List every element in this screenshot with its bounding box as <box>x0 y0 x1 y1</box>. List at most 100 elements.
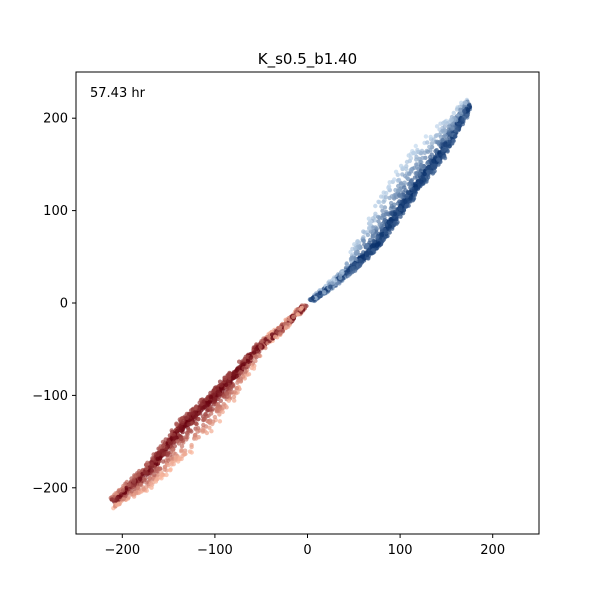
blue-scatter-point <box>389 194 395 199</box>
blue-scatter-point <box>442 128 447 133</box>
blue-scatter-point <box>398 214 403 219</box>
red-scatter-point <box>203 412 208 417</box>
red-scatter-point <box>162 464 168 470</box>
red-scatter-point <box>172 435 177 440</box>
x-tick-label: −100 <box>197 543 233 558</box>
blue-scatter-point <box>387 224 392 229</box>
red-scatter-point <box>155 476 160 482</box>
red-scatter-point <box>135 485 140 490</box>
red-scatter-point <box>192 432 198 438</box>
blue-scatter-point <box>397 193 402 198</box>
blue-scatter-point <box>384 190 389 196</box>
red-scatter-point <box>155 469 160 474</box>
red-scatter-point <box>212 397 218 402</box>
blue-scatter-point <box>361 238 366 243</box>
blue-scatter-point <box>387 180 392 185</box>
blue-scatter-point <box>357 258 363 263</box>
blue-scatter-point <box>443 133 448 139</box>
red-scatter-point <box>243 354 248 359</box>
blue-scatter-point <box>379 204 384 209</box>
red-scatter-point <box>144 462 149 467</box>
red-scatter-point <box>120 488 126 493</box>
red-scatter-point <box>253 358 258 364</box>
blue-scatter-point <box>427 144 432 150</box>
blue-scatter-point <box>441 147 446 153</box>
blue-scatter-point <box>322 290 327 295</box>
blue-scatter-point <box>392 211 397 217</box>
blue-scatter-point <box>397 205 403 210</box>
red-scatter-point <box>161 459 166 464</box>
chart-title: K_s0.5_b1.40 <box>258 50 357 69</box>
red-scatter-point <box>113 491 118 496</box>
red-scatter-point <box>208 394 213 399</box>
red-scatter-point <box>237 359 242 364</box>
red-scatter-point <box>124 485 129 491</box>
blue-scatter-point <box>395 188 401 193</box>
blue-scatter-point <box>389 211 394 216</box>
blue-scatter-point <box>433 163 438 168</box>
blue-scatter-point <box>338 272 344 277</box>
blue-scatter-point <box>412 165 417 171</box>
blue-scatter-point <box>438 153 443 158</box>
blue-scatter-point <box>443 142 448 148</box>
red-scatter-point <box>148 481 154 486</box>
red-scatter-point <box>196 416 201 422</box>
blue-scatter-point <box>380 208 385 213</box>
red-scatter-point <box>149 485 154 490</box>
blue-scatter-point <box>376 219 381 224</box>
red-scatter-point <box>175 439 180 444</box>
red-scatter-point <box>166 462 171 468</box>
blue-scatter-point <box>434 124 440 129</box>
blue-scatter-point <box>435 140 441 145</box>
red-scatter-point <box>266 335 271 340</box>
red-scatter-point <box>204 396 209 402</box>
red-scatter-point <box>143 470 148 475</box>
red-scatter-point <box>138 476 143 482</box>
red-scatter-point <box>134 491 139 496</box>
blue-scatter-point <box>344 261 349 266</box>
red-scatter-point <box>110 497 116 502</box>
red-scatter-point <box>207 420 212 425</box>
blue-scatter-point <box>409 177 414 183</box>
blue-scatter-point <box>429 141 435 146</box>
blue-scatter-point <box>438 134 443 139</box>
blue-scatter-point <box>404 159 410 165</box>
blue-scatter-point <box>412 192 418 198</box>
blue-scatter-point <box>404 204 409 209</box>
red-scatter-point <box>160 444 166 449</box>
red-scatter-point <box>218 398 223 403</box>
red-scatter-point <box>248 355 253 360</box>
blue-scatter-point <box>310 295 315 301</box>
red-scatter-point <box>175 428 180 434</box>
red-scatter-point <box>178 436 184 442</box>
blue-scatter-point <box>370 225 376 230</box>
blue-scatter-point <box>373 211 378 216</box>
blue-scatter-point <box>387 230 392 235</box>
blue-scatter-point <box>361 229 366 234</box>
blue-scatter-point <box>365 252 370 257</box>
blue-scatter-point <box>374 235 379 240</box>
blue-scatter-point <box>457 123 462 128</box>
blue-scatter-point <box>459 100 464 106</box>
red-scatter-point <box>214 409 220 414</box>
red-scatter-point <box>158 466 163 471</box>
red-scatter-point <box>132 473 137 478</box>
blue-scatter-point <box>408 167 413 173</box>
points-layer <box>108 97 473 511</box>
blue-scatter-point <box>352 242 357 247</box>
red-scatter-point <box>211 388 216 393</box>
blue-scatter-point <box>361 235 366 240</box>
red-scatter-point <box>168 468 173 473</box>
blue-scatter-point <box>414 157 419 162</box>
blue-scatter-point <box>384 211 389 216</box>
blue-scatter-point <box>411 196 417 201</box>
red-scatter-point <box>177 456 182 462</box>
blue-scatter-point <box>396 177 402 183</box>
blue-scatter-point <box>328 284 333 289</box>
red-scatter-point <box>138 482 144 487</box>
blue-scatter-point <box>368 250 373 256</box>
blue-scatter-point <box>383 234 388 240</box>
red-scatter-point <box>182 448 188 453</box>
blue-scatter-point <box>393 221 398 226</box>
